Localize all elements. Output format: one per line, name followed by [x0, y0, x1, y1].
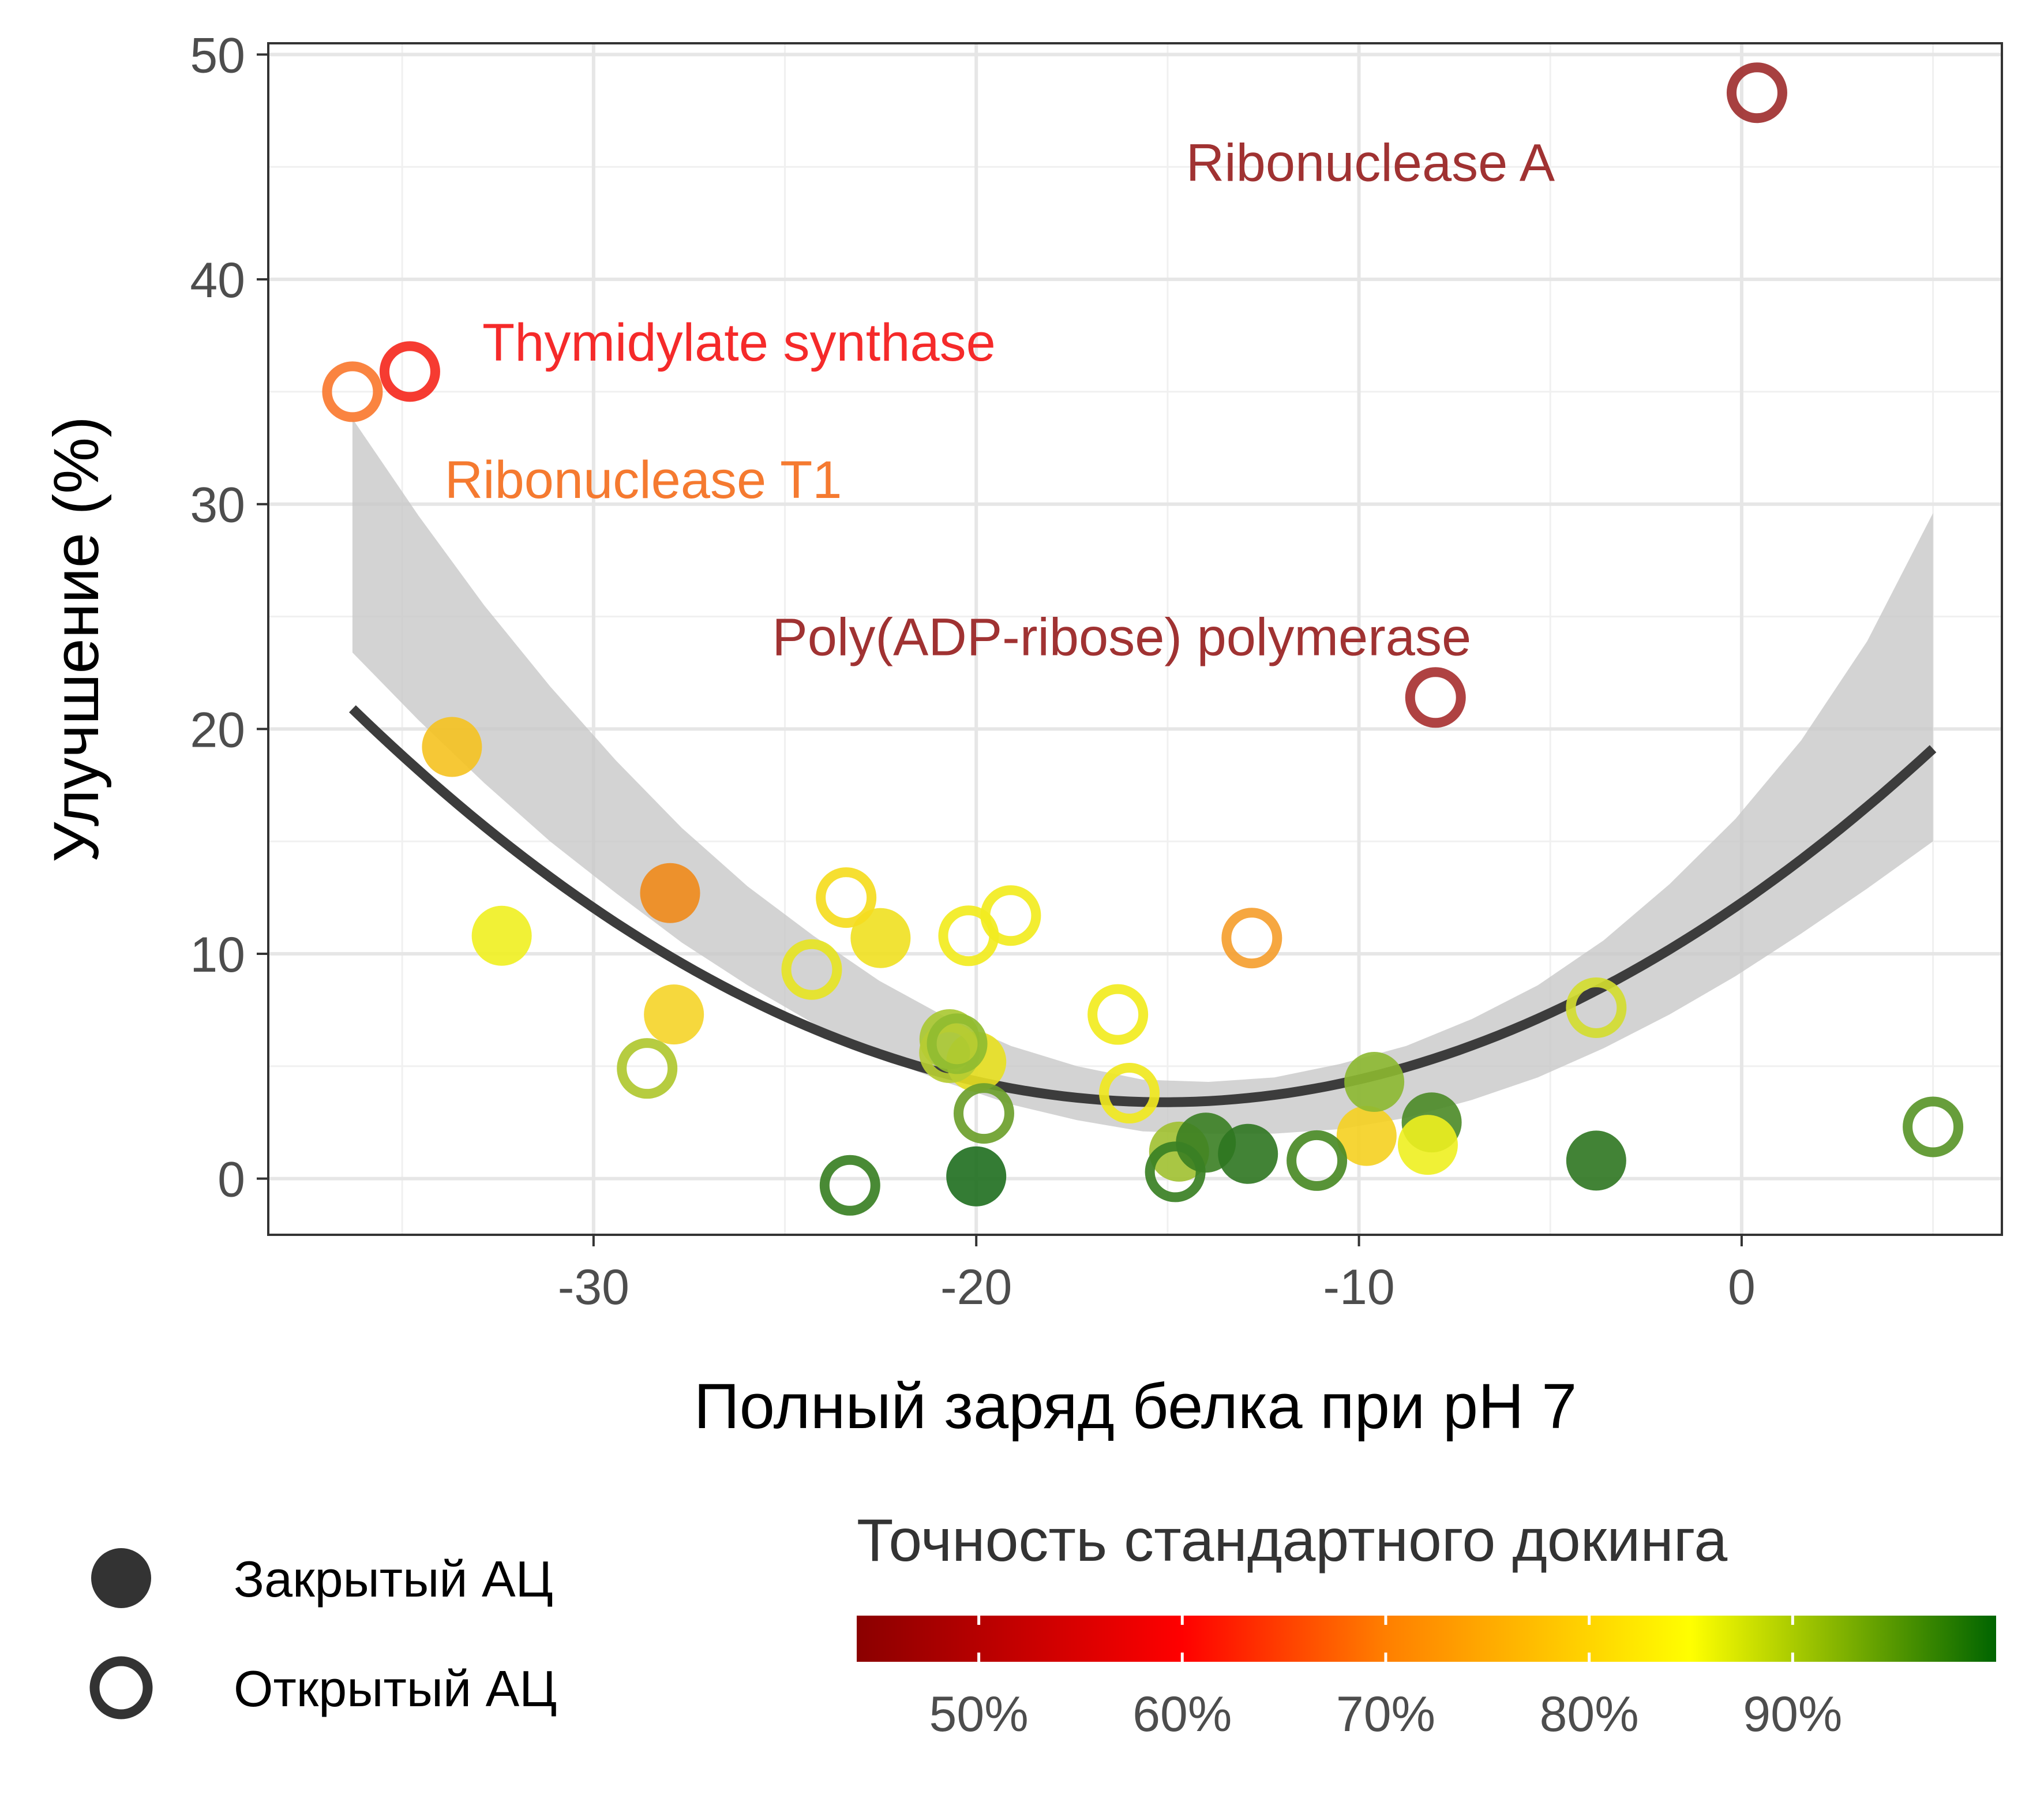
colorbar-tick-label: 80% — [1540, 1687, 1639, 1742]
data-point-open — [322, 361, 383, 422]
y-tick-label: 10 — [190, 927, 245, 983]
shape-legend: Закрытый АЦ Открытый АЦ — [89, 1548, 557, 1719]
data-point-open — [1405, 667, 1466, 728]
fit-curve — [349, 705, 1937, 1107]
annotations: Ribonuclease A Thymidylate synthase Ribonu… — [445, 134, 1555, 667]
data-point-closed — [946, 1146, 1007, 1207]
data-point-open — [927, 1013, 988, 1074]
x-axis-title: Полный заряд белка при pH 7 — [694, 1371, 1577, 1442]
scatter-points — [322, 62, 1964, 1216]
legend-item-label: Открытый АЦ — [234, 1660, 557, 1717]
x-tick-label: 0 — [1728, 1260, 1756, 1315]
data-point-open — [1726, 62, 1787, 123]
legend-key-open — [89, 1656, 153, 1719]
data-point-open — [1099, 1063, 1160, 1124]
data-point-open — [1566, 977, 1627, 1038]
y-tick-label: 50 — [190, 28, 245, 83]
data-point-open — [1145, 1141, 1206, 1202]
x-tick-label: -30 — [558, 1260, 629, 1315]
colorbar-tick-label: 50% — [929, 1687, 1029, 1742]
y-tick-label: 40 — [190, 253, 245, 308]
y-axis-title: Улучшение (%) — [41, 416, 112, 862]
data-point-closed — [640, 863, 700, 923]
confidence-band — [352, 418, 1933, 1134]
y-tick-label: 0 — [217, 1152, 245, 1208]
x-tick-label: -10 — [1323, 1260, 1394, 1315]
colorbar-tick-label: 70% — [1336, 1687, 1435, 1742]
annotation-label: Ribonuclease T1 — [445, 451, 842, 509]
data-point-open — [1903, 1096, 1964, 1157]
data-point-closed — [850, 908, 911, 968]
data-point-open — [953, 1083, 1014, 1144]
data-point-closed — [1218, 1123, 1278, 1184]
y-axis: 0 10 20 30 40 50 — [190, 28, 268, 1208]
data-point-open — [919, 1022, 980, 1083]
data-point-open — [819, 1155, 880, 1216]
plot-border — [267, 42, 2003, 1236]
data-point-open — [1087, 984, 1149, 1045]
data-point-closed — [644, 984, 704, 1045]
data-point-closed — [1397, 1115, 1458, 1175]
data-point-open — [617, 1038, 678, 1099]
colorbar-ticks: 50% 60% 70% 80% 90% — [929, 1616, 1842, 1742]
data-point-closed — [1336, 1106, 1397, 1166]
y-tick-label: 30 — [190, 478, 245, 533]
grid — [268, 43, 2002, 1235]
confidence-band-area — [352, 418, 1933, 1134]
annotation-label: Ribonuclease A — [1186, 134, 1555, 193]
data-point-closed — [1566, 1130, 1626, 1191]
x-axis: -30 -20 -10 0 — [558, 1235, 1756, 1315]
colorbar-title: Точность стандартного докинга — [857, 1507, 1727, 1574]
legend-key-closed — [91, 1548, 151, 1608]
data-point-closed — [422, 717, 482, 777]
data-point-open — [781, 939, 842, 1000]
data-point-open — [816, 867, 877, 928]
data-point-closed — [1344, 1052, 1405, 1112]
colorbar-gradient — [857, 1616, 1996, 1662]
y-tick-label: 20 — [190, 702, 245, 758]
colorbar-tick-label: 60% — [1132, 1687, 1232, 1742]
annotation-label: Poly(ADP-ribose) polymerase — [772, 608, 1471, 667]
colorbar-tick-label: 90% — [1743, 1687, 1842, 1742]
annotation-label: Thymidylate synthase — [482, 313, 996, 372]
data-point-open — [379, 341, 440, 402]
data-point-open — [1287, 1130, 1348, 1191]
data-point-open — [980, 885, 1041, 946]
x-tick-label: -20 — [940, 1260, 1012, 1315]
colorbar-legend: Точность стандартного докинга 50% 60% 70% 8… — [857, 1507, 1996, 1742]
fit-curve-line — [349, 705, 1937, 1107]
data-point-open — [1221, 908, 1282, 969]
data-point-closed — [471, 905, 532, 966]
legend-item-label: Закрытый АЦ — [234, 1550, 553, 1608]
